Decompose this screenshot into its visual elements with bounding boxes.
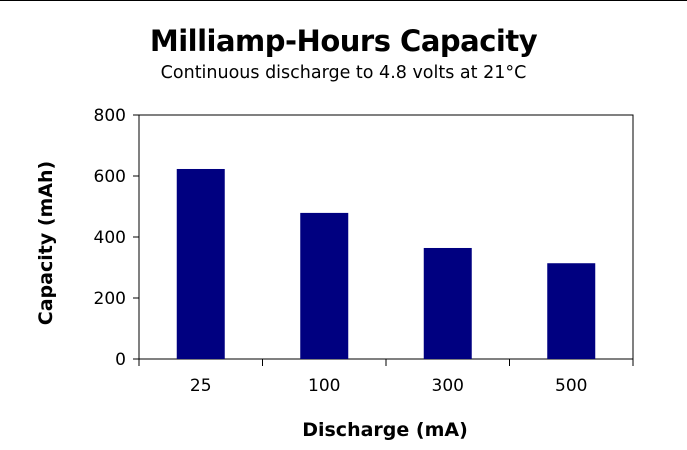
y-tick-label: 200: [94, 289, 126, 309]
x-tick-label: 100: [308, 376, 340, 396]
bar: [547, 263, 596, 359]
bar: [300, 212, 349, 359]
y-tick-label: 600: [94, 167, 126, 187]
plot-area: 0 200 400 600 800 25 100 300 500: [94, 106, 634, 396]
x-axis-title: Discharge (mA): [302, 419, 468, 441]
top-border-line: [0, 0, 687, 1]
y-tick-label: 0: [115, 350, 126, 370]
y-tick-label: 800: [94, 106, 126, 126]
y-axis-title: Capacity (mAh): [35, 161, 57, 325]
x-tick-label: 25: [190, 376, 212, 396]
x-tick-label: 300: [432, 376, 464, 396]
chart-title: Milliamp-Hours Capacity: [149, 24, 538, 58]
bar: [176, 168, 225, 359]
y-tick-label: 400: [94, 228, 126, 248]
x-tick-label: 500: [555, 376, 587, 396]
chart-subtitle: Continuous discharge to 4.8 volts at 21°…: [160, 63, 527, 83]
bar: [423, 247, 472, 359]
